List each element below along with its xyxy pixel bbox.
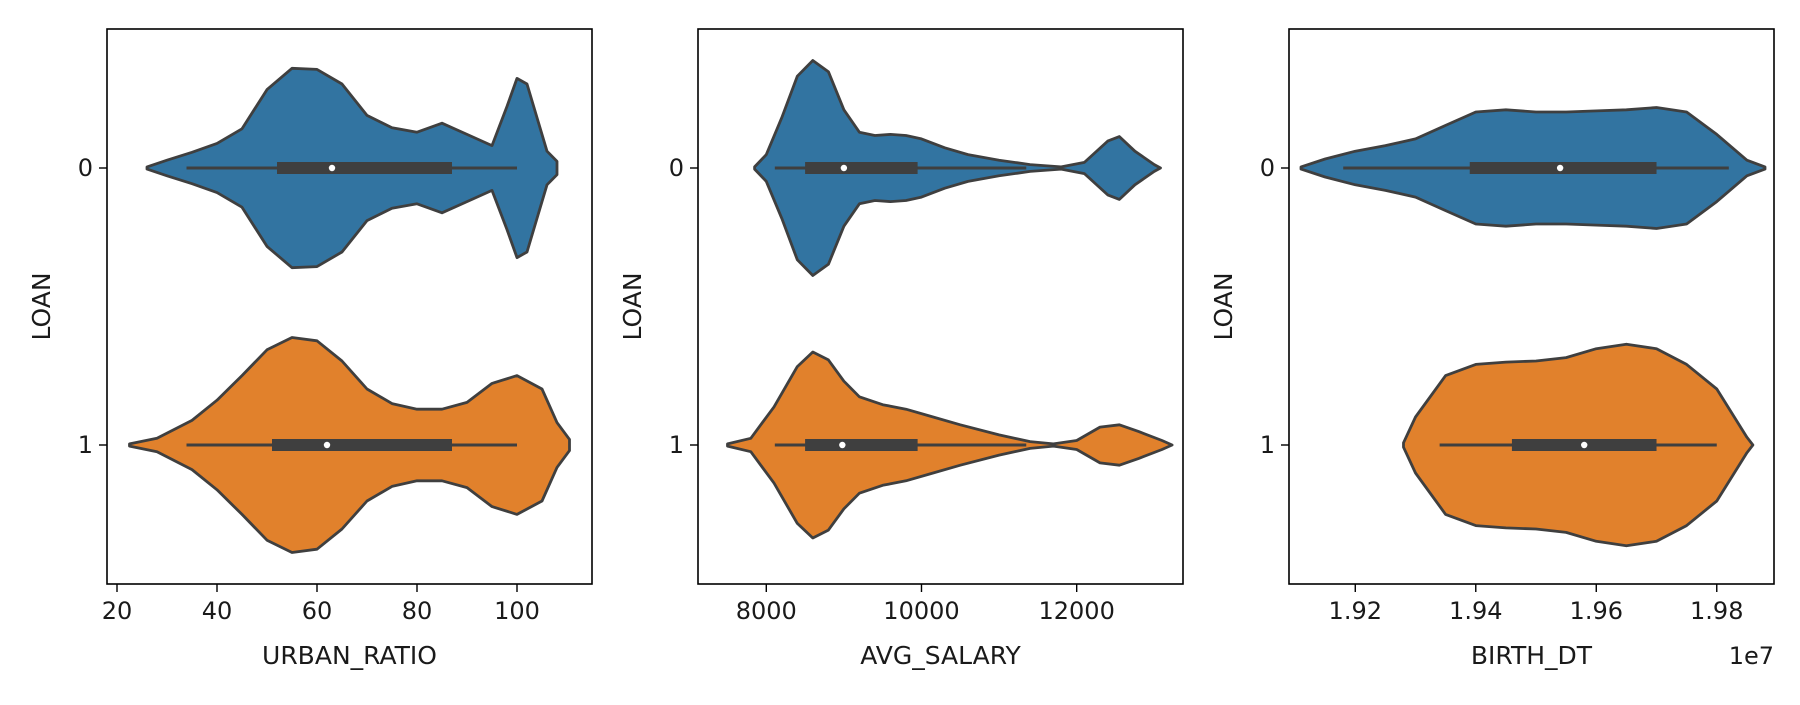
x-tick-label: 60 [302,597,333,625]
x-tick-label: 100 [494,597,540,625]
x-tick-label: 12000 [1039,597,1115,625]
x-axis-label: AVG_SALARY [860,641,1021,670]
panel-2: 8000 10000 12000 0 1 AVG_SALARY LOAN [618,28,1184,670]
x-tick-label: 1.92 [1329,597,1382,625]
y-tick-label: 0 [669,154,684,182]
median-point-0 [328,164,336,172]
median-point-1 [323,441,331,449]
x-tick-label: 80 [402,597,433,625]
x-tick-label: 1.96 [1570,597,1623,625]
panel-3: 1.92 1.94 1.96 1.98 0 1 BIRTH_DT LOAN 1e7 [1209,28,1775,670]
x-tick-label: 1.98 [1690,597,1743,625]
median-point-1 [839,441,846,449]
x-tick-label: 1.94 [1449,597,1502,625]
iqr-box-1 [272,439,452,451]
iqr-box-0 [805,162,918,174]
plot-frame [697,28,1184,585]
x-tick-label: 20 [102,597,133,625]
x-tick-label: 8000 [736,597,797,625]
median-point-0 [840,164,848,172]
x-axis-offset-label: 1e7 [1729,642,1774,670]
x-tick-label: 10000 [883,597,959,625]
x-axis-label: URBAN_RATIO [262,641,437,670]
y-tick-label: 1 [78,431,93,459]
plot-frame [1288,28,1775,585]
median-point-0 [1556,164,1564,172]
median-point-1 [1581,441,1588,449]
y-tick-label: 0 [78,154,93,182]
x-tick-label: 40 [202,597,233,625]
y-axis-label: LOAN [1209,272,1238,340]
y-tick-label: 1 [1260,431,1275,459]
y-tick-label: 0 [1260,154,1275,182]
panel-1: 20 40 60 80 100 0 1 URBAN_RATIO LOAN [27,28,593,670]
y-axis-label: LOAN [27,272,56,340]
plot-frame [106,28,593,585]
iqr-box-1 [805,439,918,451]
y-axis-label: LOAN [618,272,647,340]
iqr-box-0 [277,162,452,174]
y-tick-label: 1 [669,431,684,459]
x-axis-label: BIRTH_DT [1471,641,1593,670]
